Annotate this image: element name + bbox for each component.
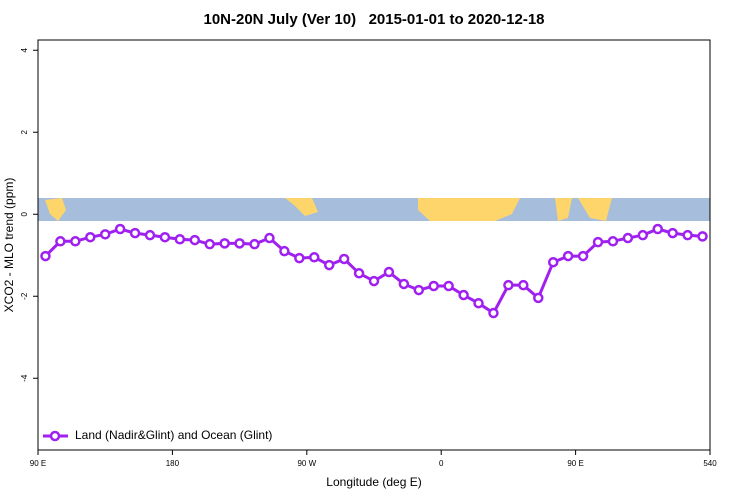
x-tick-label: 540 [703,459,717,468]
data-point [518,279,529,291]
data-point [428,280,439,292]
data-point [473,297,484,309]
x-tick-label: 90 E [567,459,583,468]
data-point [458,289,469,301]
data-point [204,238,215,250]
x-tick-label: 180 [166,459,180,468]
data-point [547,256,559,268]
data-point [622,232,634,244]
data-point [488,307,499,319]
data-point [338,253,350,265]
data-point [40,250,51,262]
data-point [189,234,201,246]
map-land [285,198,318,216]
data-point [398,278,410,290]
map-land [578,198,612,221]
x-tick-label: 0 [439,459,444,468]
legend-marker [49,430,61,442]
data-point [279,245,290,257]
data-point [577,250,589,262]
data-point [592,236,604,248]
data-point [697,231,708,242]
data-point [368,275,380,287]
y-tick-label: 2 [20,129,29,134]
data-point [264,232,275,244]
data-point [667,227,678,239]
data-point [85,231,96,243]
x-tick-label: 90 W [297,459,316,468]
y-axis-label: XCO2 - MLO trend (ppm) [2,178,16,313]
y-tick-label: 0 [20,211,29,216]
data-point [55,236,66,247]
x-axis-label: Longitude (deg E) [326,475,421,489]
data-point [383,266,395,278]
legend-label: Land (Nadir&Glint) and Ocean (Glint) [75,428,272,442]
map-land [555,198,572,221]
data-point [562,250,574,262]
data-point [533,292,544,304]
map-land [45,198,66,221]
data-point [443,280,454,292]
data-point [219,238,230,249]
data-point [174,234,186,245]
data-point [129,227,141,239]
data-point [607,236,619,247]
data-point [309,252,320,263]
data-point [70,236,81,247]
data-point [99,229,111,240]
data-point [294,252,305,264]
data-point [159,231,171,243]
data-point [503,279,514,291]
data-point [413,284,425,296]
x-tick-label: 90 E [30,459,46,468]
y-tick-label: 4 [20,47,29,52]
data-point [323,259,335,271]
y-tick-label: -2 [20,292,29,300]
map-strip [38,198,710,221]
map-land [418,198,520,221]
map-ocean [38,198,710,221]
series-line [44,227,703,316]
data-point [234,238,245,249]
data-point [637,229,649,241]
plot-frame [37,39,711,451]
data-point [652,223,663,235]
data-point [114,223,126,235]
data-point [144,229,156,241]
data-point [249,238,260,250]
data-point [353,268,365,279]
chart-title: 10N-20N July (Ver 10) 2015-01-01 to 2020… [203,11,544,28]
y-tick-label: -4 [20,374,29,382]
data-point [682,229,693,241]
